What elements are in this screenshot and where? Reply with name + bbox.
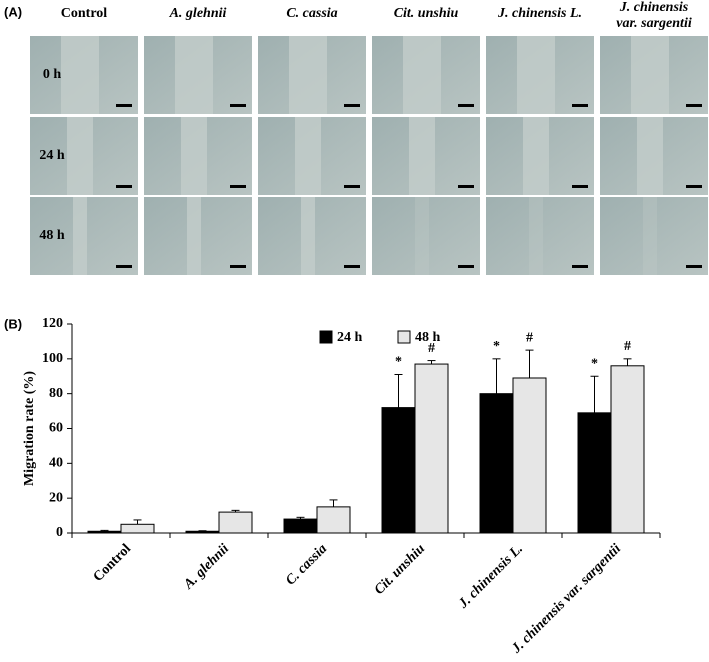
y-axis-label: Migration rate (%)	[22, 371, 37, 486]
bar	[610, 365, 645, 534]
wound-gap	[409, 117, 435, 195]
x-tick-label: J. chinensis L.	[455, 541, 526, 612]
wound-gap	[301, 197, 315, 275]
scale-bar	[344, 104, 360, 107]
scale-bar	[572, 265, 588, 268]
significance-mark: *	[591, 356, 598, 371]
panel-label: (B)	[4, 316, 22, 331]
scale-bar	[230, 265, 246, 268]
scale-bar	[344, 185, 360, 188]
scale-bar	[116, 265, 132, 268]
scale-bar	[116, 104, 132, 107]
y-tick-label: 60	[49, 421, 63, 436]
legend-swatch	[319, 330, 333, 344]
legend-swatch	[397, 330, 411, 344]
x-tick-label: J. chinensis var. sargentii	[509, 541, 625, 657]
column-label: Control	[61, 6, 108, 21]
x-tick-label: C. cassia	[283, 541, 330, 588]
bar	[218, 511, 253, 534]
wound-gap	[631, 36, 669, 114]
scale-bar	[458, 265, 474, 268]
wound-gap	[415, 197, 429, 275]
micrograph	[600, 197, 708, 275]
bar	[577, 412, 612, 534]
wound-gap	[187, 197, 201, 275]
bar	[120, 523, 155, 534]
row-label: 48 h	[39, 228, 65, 243]
y-tick-label: 100	[42, 351, 63, 366]
significance-mark: #	[624, 339, 631, 354]
significance-mark: *	[493, 339, 500, 354]
y-tick-label: 20	[49, 490, 63, 505]
scale-bar	[458, 104, 474, 107]
scale-bar	[686, 185, 702, 188]
scale-bar	[572, 185, 588, 188]
y-tick-label: 0	[56, 525, 63, 540]
row-label: 24 h	[39, 148, 65, 163]
wound-gap	[289, 36, 327, 114]
column-label: Cit. unshiu	[394, 6, 459, 21]
wound-gap	[295, 117, 321, 195]
x-tick-label: Control	[91, 541, 135, 585]
wound-gap	[175, 36, 213, 114]
y-tick-label: 40	[49, 456, 63, 471]
scale-bar	[572, 104, 588, 107]
bar	[87, 530, 122, 534]
bar	[512, 377, 547, 534]
wound-gap	[523, 117, 549, 195]
scale-bar	[458, 185, 474, 188]
panel-label: (A)	[4, 4, 22, 19]
wound-gap	[529, 197, 543, 275]
scale-bar	[686, 265, 702, 268]
legend-label: 24 h	[337, 330, 363, 345]
micrograph	[486, 197, 594, 275]
column-label: var. sargentii	[616, 16, 692, 31]
bar	[185, 530, 220, 534]
y-tick-label: 80	[49, 386, 63, 401]
wound-gap	[637, 117, 663, 195]
y-tick-label: 120	[42, 316, 63, 331]
x-tick-label: Cit. unshiu	[372, 541, 428, 597]
significance-mark: #	[526, 330, 533, 345]
x-tick-label: A. glehnii	[181, 541, 233, 593]
wound-gap	[181, 117, 207, 195]
column-label: J. chinensis L.	[497, 6, 582, 21]
scale-bar	[230, 185, 246, 188]
significance-mark: #	[428, 341, 435, 356]
bar	[479, 393, 514, 534]
bar	[316, 506, 351, 534]
scale-bar	[116, 185, 132, 188]
row-label: 0 h	[43, 67, 62, 82]
bar	[381, 407, 416, 534]
wound-gap	[73, 197, 87, 275]
bar	[283, 518, 318, 534]
micrograph	[372, 197, 480, 275]
column-label: J. chinensis	[619, 0, 689, 15]
significance-mark: *	[395, 355, 402, 370]
scale-bar	[344, 265, 360, 268]
wound-gap	[403, 36, 441, 114]
scale-bar	[686, 104, 702, 107]
column-label: C. cassia	[286, 6, 337, 21]
wound-gap	[67, 117, 93, 195]
bar	[414, 363, 449, 534]
wound-gap	[643, 197, 657, 275]
wound-gap	[61, 36, 99, 114]
wound-gap	[517, 36, 555, 114]
column-label: A. glehnii	[169, 6, 227, 21]
legend-label: 48 h	[415, 330, 441, 345]
scale-bar	[230, 104, 246, 107]
